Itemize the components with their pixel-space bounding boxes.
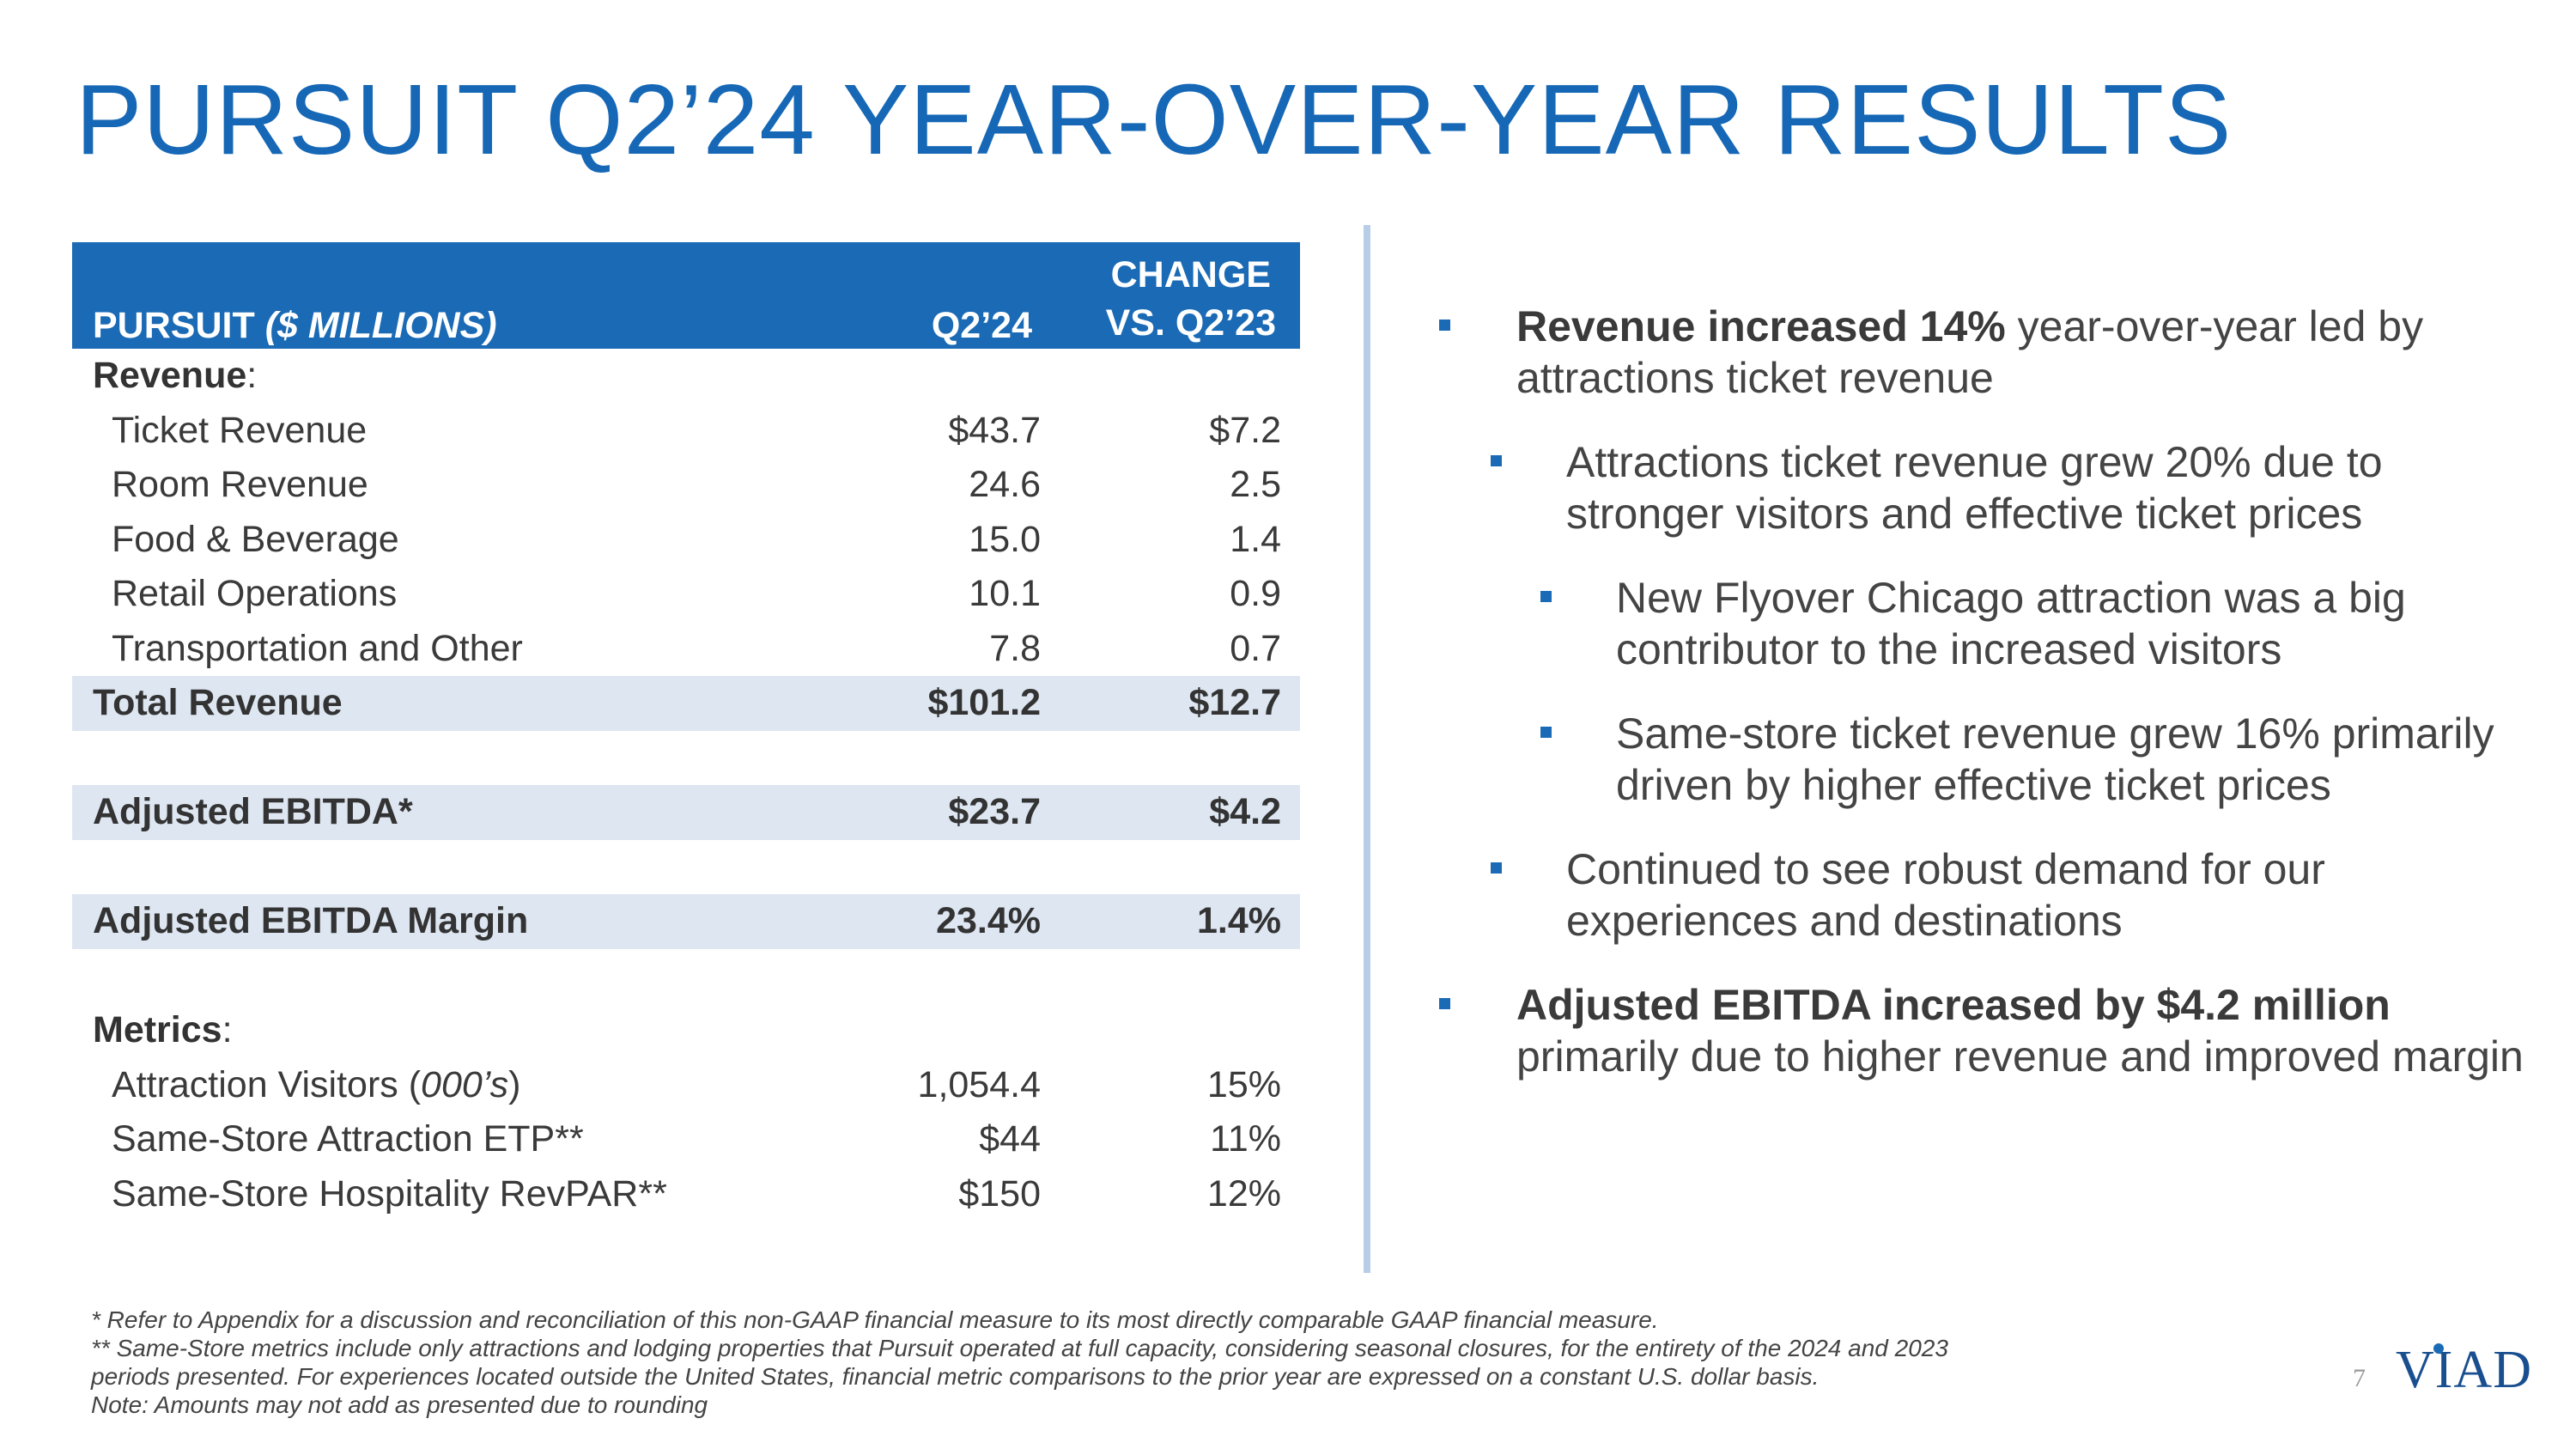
row-q2-value: $43.7 xyxy=(948,409,1041,451)
viad-logo: VIAD xyxy=(2396,1340,2532,1401)
list-item: New Flyover Chicago attraction was a big… xyxy=(1425,572,2533,675)
row-change-value: 12% xyxy=(1206,1172,1281,1215)
square-bullet-icon xyxy=(1540,591,1552,602)
table-row: Room Revenue 24.6 2.5 xyxy=(72,458,1300,513)
footnotes: * Refer to Appendix for a discussion and… xyxy=(91,1306,2324,1419)
table-row: Retail Operations 10.1 0.9 xyxy=(72,567,1300,622)
list-item: Revenue increased 14% year-over-year led… xyxy=(1425,301,2533,404)
row-change-value: 0.7 xyxy=(1230,627,1281,669)
total-revenue-row: Total Revenue $101.2 $12.7 xyxy=(72,676,1300,731)
table-row: Same-Store Attraction ETP** $44 11% xyxy=(72,1112,1300,1167)
footnote: * Refer to Appendix for a discussion and… xyxy=(91,1306,1659,1333)
table-row: Food & Beverage 15.0 1.4 xyxy=(72,513,1300,568)
page-number: 7 xyxy=(2353,1364,2366,1392)
revenue-label: Revenue xyxy=(93,355,247,396)
row-label: Same-Store Attraction ETP** xyxy=(112,1118,584,1160)
row-label: Transportation and Other xyxy=(112,627,523,669)
logo-text: VIAD xyxy=(2396,1341,2532,1399)
table-row: Same-Store Hospitality RevPAR** $150 12% xyxy=(72,1167,1300,1222)
financial-table: PURSUIT ($ MILLIONS) Q2’24 CHANGE VS. Q2… xyxy=(72,242,1300,1221)
row-label: Total Revenue xyxy=(93,682,343,723)
footnote: periods presented. For experiences locat… xyxy=(91,1363,1820,1390)
row-q2-value: $23.7 xyxy=(948,791,1041,832)
row-change-value: 1.4 xyxy=(1230,518,1281,560)
row-change-value: 11% xyxy=(1210,1118,1281,1160)
spacer-row xyxy=(72,949,1300,1004)
row-label: Adjusted EBITDA Margin xyxy=(93,900,529,941)
adjusted-ebitda-margin-row: Adjusted EBITDA Margin 23.4% 1.4% xyxy=(72,894,1300,949)
vertical-divider xyxy=(1364,225,1370,1273)
row-label: Attraction Visitors (000’s) xyxy=(112,1063,521,1105)
row-q2-value: 24.6 xyxy=(969,464,1041,505)
row-q2-value: $150 xyxy=(958,1172,1041,1215)
row-q2-value: 1,054.4 xyxy=(917,1063,1041,1105)
square-bullet-icon xyxy=(1439,320,1450,331)
row-q2-value: $101.2 xyxy=(927,682,1041,723)
header-col-change-line2: VS. Q2’23 xyxy=(1105,302,1276,344)
list-item: Continued to see robust demand for our e… xyxy=(1425,843,2533,947)
table-row: Attraction Visitors (000’s) 1,054.4 15% xyxy=(72,1058,1300,1113)
row-q2-value: 10.1 xyxy=(969,573,1041,614)
logo-dot-icon xyxy=(2433,1343,2444,1354)
row-q2-value: 23.4% xyxy=(936,900,1041,941)
page-title: PURSUIT Q2’24 YEAR-OVER-YEAR RESULTS xyxy=(76,64,2233,175)
row-change-value: $4.2 xyxy=(1209,791,1281,832)
table-header: PURSUIT ($ MILLIONS) Q2’24 CHANGE VS. Q2… xyxy=(72,242,1300,349)
row-q2-value: 15.0 xyxy=(969,518,1041,560)
adjusted-ebitda-row: Adjusted EBITDA* $23.7 $4.2 xyxy=(72,785,1300,840)
row-change-value: 0.9 xyxy=(1230,573,1281,614)
table-row: Transportation and Other 7.8 0.7 xyxy=(72,622,1300,677)
header-label-main: PURSUIT xyxy=(93,305,265,346)
list-item: Adjusted EBITDA increased by $4.2 millio… xyxy=(1425,979,2533,1082)
highlights-list: Revenue increased 14% year-over-year led… xyxy=(1425,301,2533,1115)
row-label: Food & Beverage xyxy=(112,518,399,560)
row-label: Room Revenue xyxy=(112,464,368,505)
row-q2-value: $44 xyxy=(979,1118,1041,1160)
row-label: Ticket Revenue xyxy=(112,409,368,451)
square-bullet-icon xyxy=(1439,998,1450,1009)
row-label: Same-Store Hospitality RevPAR** xyxy=(112,1172,667,1215)
square-bullet-icon xyxy=(1491,455,1502,466)
header-label: PURSUIT ($ MILLIONS) xyxy=(93,305,497,347)
row-change-value: $12.7 xyxy=(1188,682,1281,723)
table-row: Ticket Revenue $43.7 $7.2 xyxy=(72,404,1300,459)
header-col-q2: Q2’24 xyxy=(931,305,1032,346)
square-bullet-icon xyxy=(1491,862,1502,874)
metrics-section-label: Metrics: xyxy=(93,1009,233,1050)
row-change-value: $7.2 xyxy=(1209,409,1281,451)
row-change-value: 1.4% xyxy=(1196,900,1281,941)
spacer-row xyxy=(72,840,1300,895)
footnote: ** Same-Store metrics include only attra… xyxy=(91,1335,1948,1361)
list-item: Attractions ticket revenue grew 20% due … xyxy=(1425,436,2533,539)
row-change-value: 2.5 xyxy=(1230,464,1281,505)
header-col-change: CHANGE VS. Q2’23 xyxy=(1106,251,1276,347)
metrics-label: Metrics xyxy=(93,1009,222,1050)
square-bullet-icon xyxy=(1540,727,1552,738)
header-col-change-line1: CHANGE xyxy=(1110,254,1271,295)
footnote: Note: Amounts may not add as presented d… xyxy=(91,1391,708,1418)
revenue-section-label: Revenue: xyxy=(93,355,258,396)
row-label: Retail Operations xyxy=(112,573,398,614)
list-item: Same-store ticket revenue grew 16% prima… xyxy=(1425,708,2533,811)
spacer-row xyxy=(72,731,1300,786)
row-change-value: 15% xyxy=(1206,1063,1281,1105)
row-q2-value: 7.8 xyxy=(989,627,1041,669)
row-label: Adjusted EBITDA* xyxy=(93,791,413,832)
header-label-unit: ($ MILLIONS) xyxy=(264,305,497,346)
